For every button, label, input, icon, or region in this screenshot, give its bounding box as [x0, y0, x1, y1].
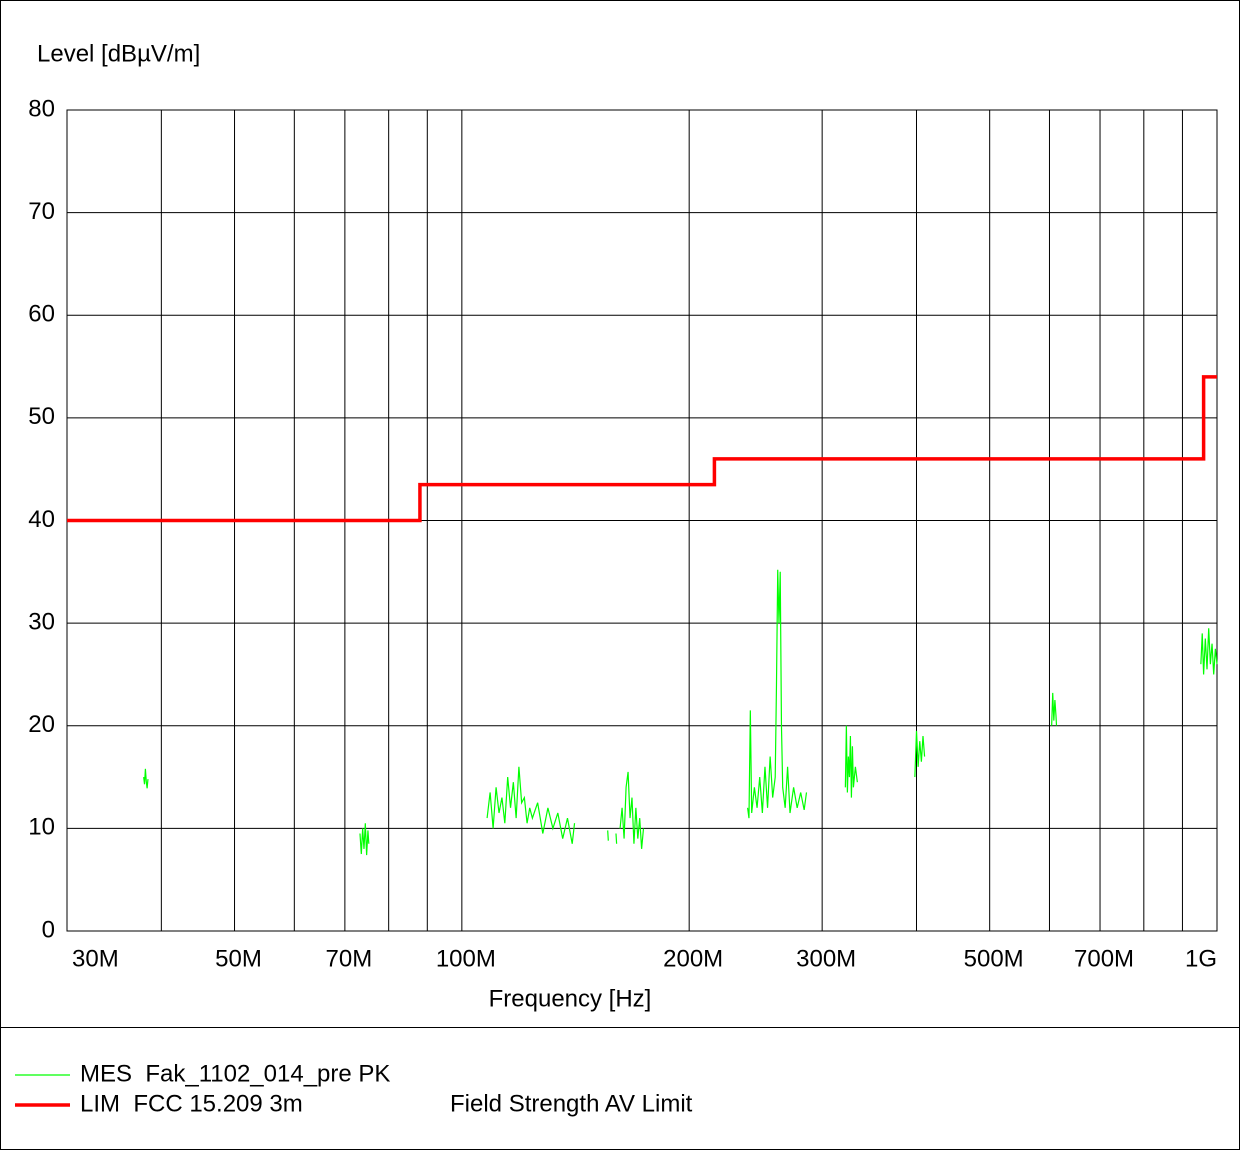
legend-label: LIM FCC 15.209 3m [80, 1090, 303, 1117]
legend-description: Field Strength AV Limit [450, 1090, 693, 1117]
y-tick-label: 10 [28, 814, 55, 841]
y-tick-label: 50 [28, 403, 55, 430]
y-tick-label: 70 [28, 198, 55, 225]
x-tick-label: 50M [215, 945, 262, 972]
x-axis-label: Frequency [Hz] [489, 985, 652, 1012]
x-tick-label: 200M [663, 945, 723, 972]
y-tick-label: 40 [28, 506, 55, 533]
y-tick-label: 0 [42, 916, 55, 943]
y-tick-label: 60 [28, 301, 55, 328]
x-tick-label: 500M [964, 945, 1024, 972]
series-line [143, 569, 1218, 856]
y-tick-label: 80 [28, 95, 55, 122]
x-tick-label: 300M [796, 945, 856, 972]
y-tick-label: 20 [28, 711, 55, 738]
x-tick-label: 100M [436, 945, 496, 972]
chart-title: Level [dBµV/m] [37, 40, 200, 67]
x-tick-label: 70M [326, 945, 373, 972]
series-line [67, 375, 1217, 523]
y-tick-label: 30 [28, 608, 55, 635]
x-tick-label: 30M [72, 945, 119, 972]
legend-label: MES Fak_1102_014_pre PK [80, 1060, 390, 1087]
x-tick-label: 700M [1074, 945, 1134, 972]
x-tick-label: 1G [1185, 945, 1217, 972]
